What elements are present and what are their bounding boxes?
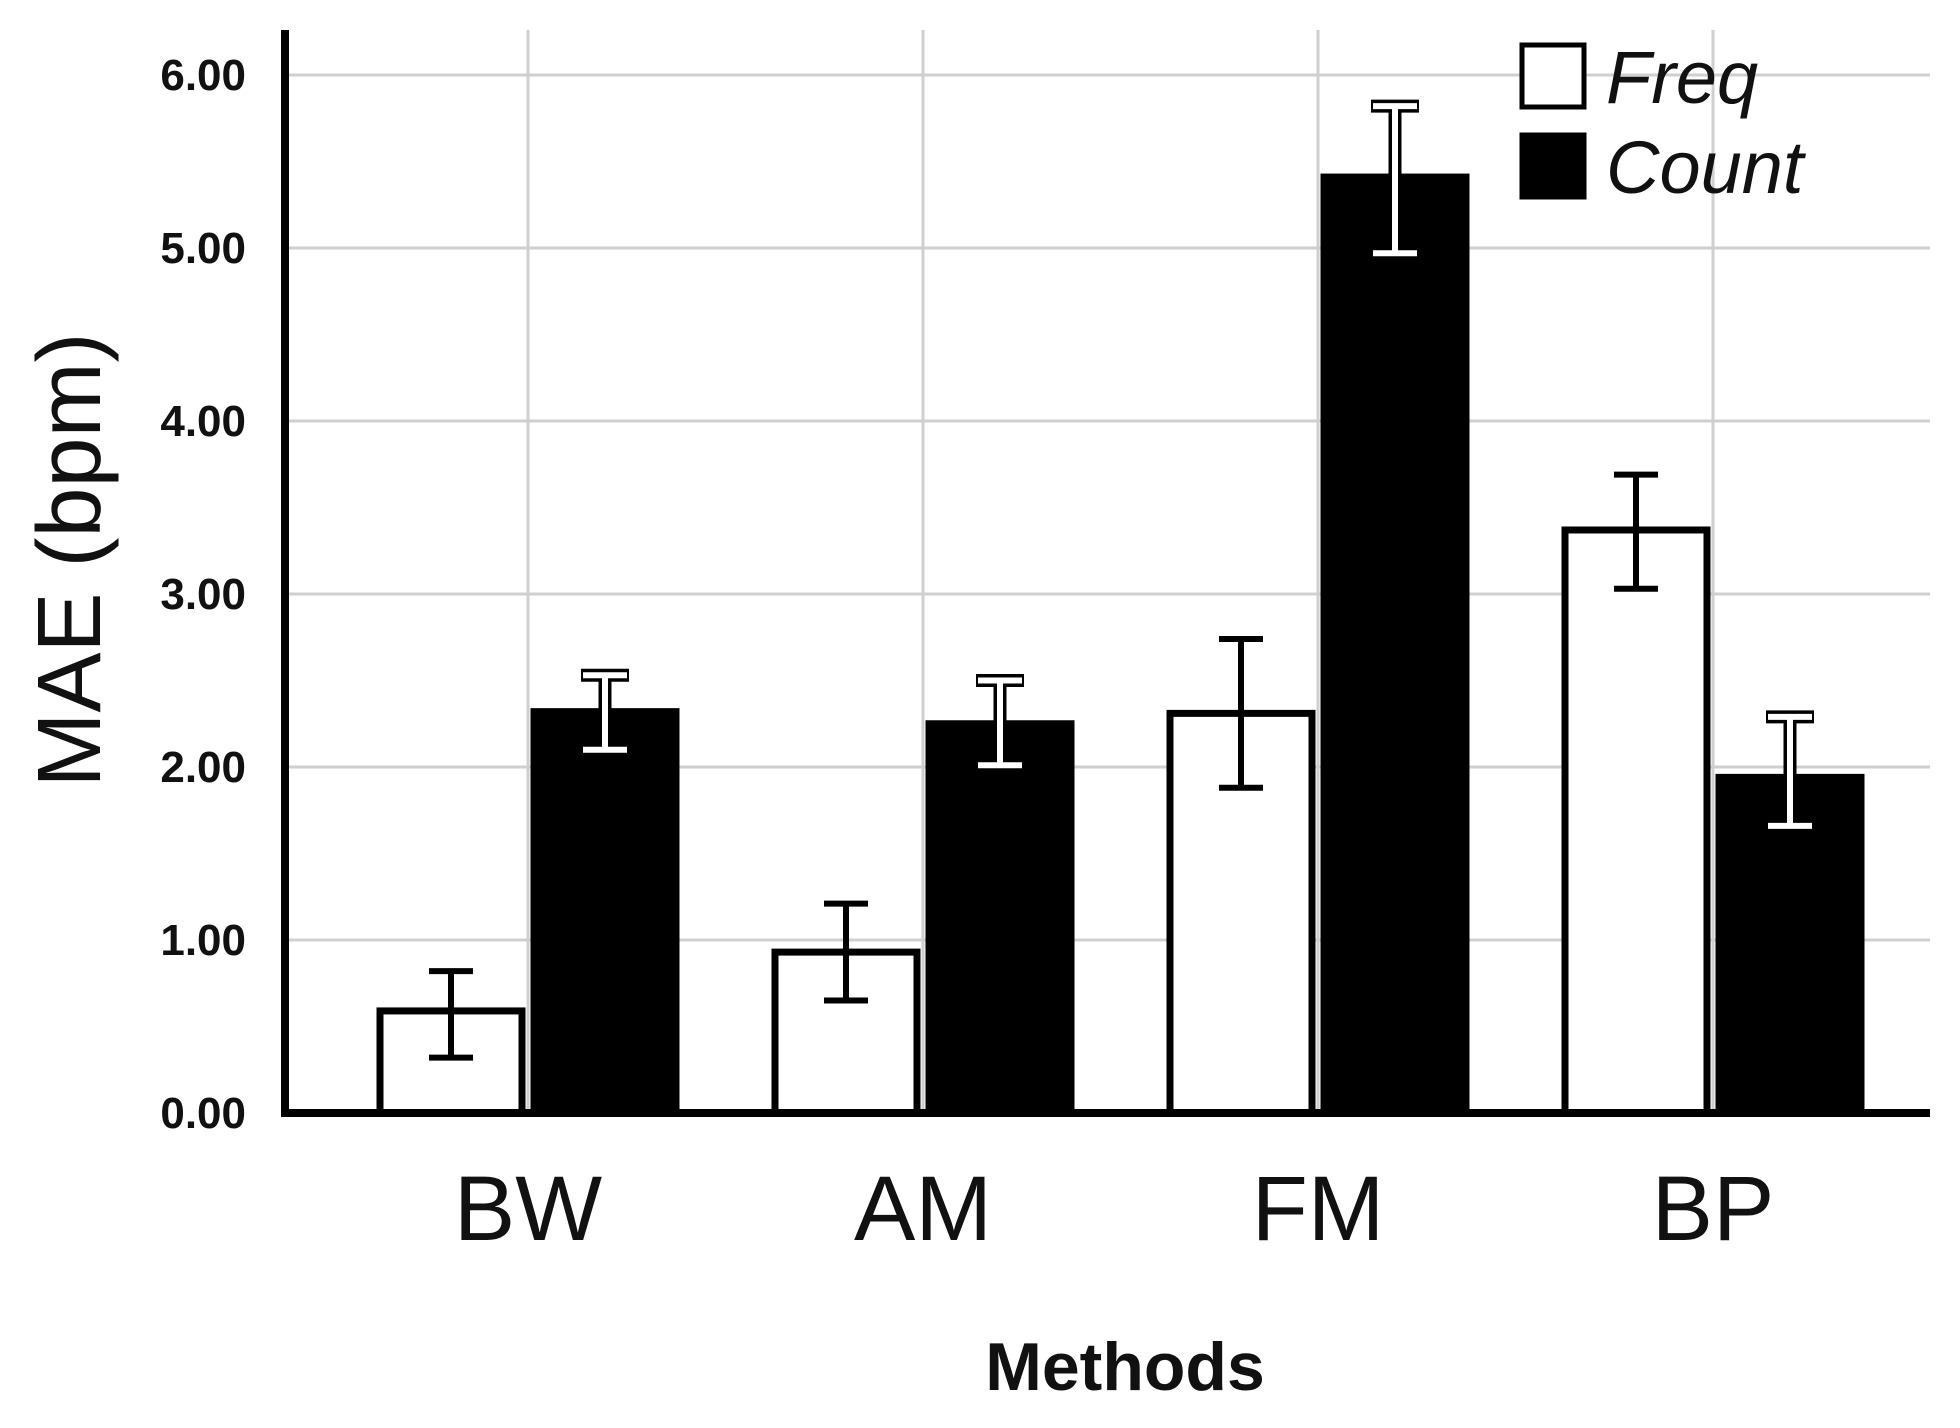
y-tick-label: 3.00 bbox=[160, 570, 246, 619]
bars-group bbox=[376, 173, 1865, 1117]
bar-count bbox=[1320, 173, 1470, 1117]
y-tick-labels: 0.00 1.00 2.00 3.00 4.00 5.00 6.00 bbox=[160, 51, 246, 1138]
error-bar bbox=[1219, 635, 1263, 791]
error-bar bbox=[429, 968, 473, 1061]
legend-label-freq: Freq bbox=[1606, 36, 1758, 119]
y-tick-label: 2.00 bbox=[160, 743, 246, 792]
error-bar bbox=[976, 674, 1024, 772]
error-bar bbox=[581, 668, 629, 757]
error-bar bbox=[1371, 99, 1419, 260]
x-category-labels: BW AM FM BP bbox=[454, 1158, 1774, 1260]
x-category-label: BP bbox=[1652, 1158, 1775, 1260]
error-bars-group bbox=[429, 99, 1814, 1061]
error-bar bbox=[1614, 471, 1658, 592]
legend-swatch-freq bbox=[1519, 42, 1587, 110]
y-tick-label: 4.00 bbox=[160, 397, 246, 446]
y-tick-label: 5.00 bbox=[160, 224, 246, 273]
y-tick-label: 1.00 bbox=[160, 916, 246, 965]
x-axis-title: Methods bbox=[985, 1329, 1265, 1405]
bar-count bbox=[530, 708, 680, 1117]
error-bar bbox=[824, 900, 868, 1004]
legend-swatch-count bbox=[1519, 132, 1587, 200]
y-tick-label: 0.00 bbox=[160, 1089, 246, 1138]
bar-count bbox=[925, 720, 1075, 1117]
y-axis-title: MAE (bpm) bbox=[20, 332, 120, 787]
error-bar bbox=[1766, 710, 1814, 833]
y-tick-label: 6.00 bbox=[160, 51, 246, 100]
bar-count bbox=[1715, 773, 1865, 1117]
x-category-label: BW bbox=[454, 1158, 602, 1260]
x-category-label: AM bbox=[854, 1158, 992, 1260]
bar-freq bbox=[1561, 526, 1711, 1117]
legend-label-count: Count bbox=[1606, 126, 1807, 209]
axes bbox=[281, 30, 1930, 1117]
x-category-label: FM bbox=[1252, 1158, 1385, 1260]
